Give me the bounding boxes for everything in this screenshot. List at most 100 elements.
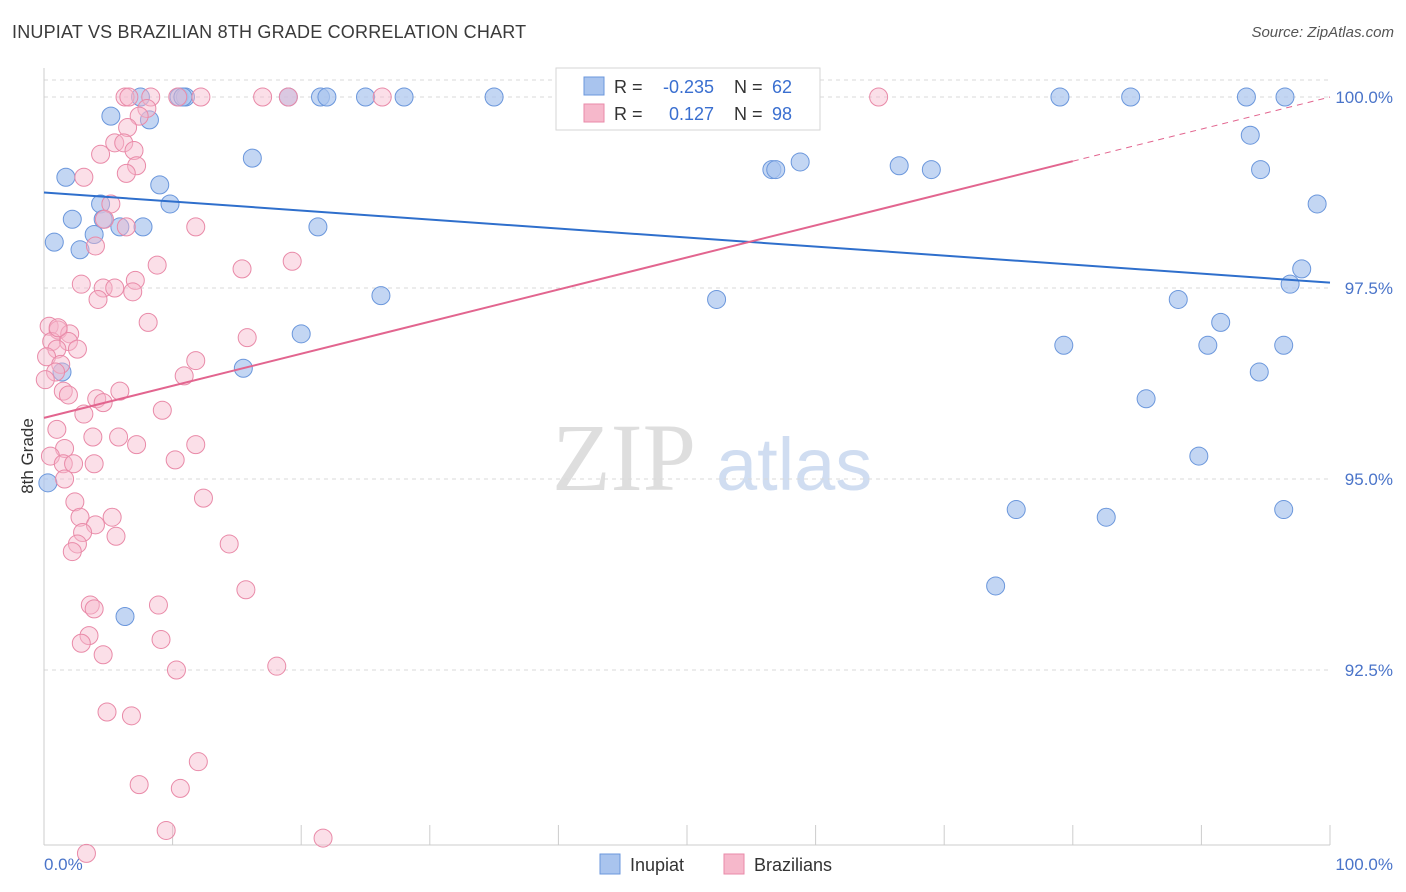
inupiat-point-52 <box>1136 389 1156 409</box>
inupiat-point-13 <box>1121 87 1141 107</box>
brazilians-point-41 <box>237 328 257 348</box>
brazilians-trend-line-extension <box>1072 96 1331 162</box>
brazilians-point-29 <box>93 278 113 298</box>
inupiat-point-38 <box>1307 194 1327 214</box>
inupiat-point-20 <box>150 175 170 195</box>
brazilians-point-73 <box>106 526 126 546</box>
y-tick-label-2: 95.0% <box>1345 470 1393 489</box>
brazilians-point-18 <box>74 167 94 187</box>
legend-r-label-inupiat: R = <box>614 77 643 97</box>
x-tick-label-1: 100.0% <box>1335 855 1393 874</box>
brazilians-point-92 <box>156 820 176 840</box>
inupiat-point-54 <box>38 473 58 493</box>
brazilians-point-31 <box>123 282 143 302</box>
watermark-atlas: atlas <box>716 423 872 506</box>
inupiat-point-40 <box>1280 274 1300 294</box>
inupiat-point-0 <box>130 87 150 107</box>
inupiat-point-8 <box>394 87 414 107</box>
inupiat-point-6 <box>317 87 337 107</box>
brazilians-point-6 <box>278 87 298 107</box>
brazilians-point-16 <box>127 156 147 176</box>
brazilians-point-82 <box>151 629 171 649</box>
x-ticks: 0.0% 100.0% <box>43 825 1393 874</box>
brazilians-point-10 <box>129 106 149 126</box>
brazilians-point-30 <box>105 278 125 298</box>
brazilians-point-67 <box>193 488 213 508</box>
inupiat-point-47 <box>1198 335 1218 355</box>
inupiat-point-34 <box>889 156 909 176</box>
inupiat-point-15 <box>1275 87 1295 107</box>
bottom-legend-swatch-inupiat <box>599 853 621 875</box>
inupiat-point-25 <box>110 217 130 237</box>
brazilians-point-69 <box>70 507 90 527</box>
legend-swatch-inupiat <box>583 76 605 96</box>
brazilians-point-27 <box>125 270 145 290</box>
inupiat-point-46 <box>1054 335 1074 355</box>
y-tick-label-0: 100.0% <box>1335 88 1393 107</box>
brazilians-point-28 <box>71 274 91 294</box>
inupiat-point-57 <box>1274 500 1294 520</box>
legend-r-value-brazilians: 0.127 <box>669 104 714 124</box>
brazilians-point-72 <box>73 522 93 542</box>
brazilians-point-94 <box>76 843 96 863</box>
brazilians-point-13 <box>114 133 134 153</box>
legend-r-value-inupiat: -0.235 <box>663 77 714 97</box>
brazilians-point-53 <box>152 400 172 420</box>
brazilians-point-64 <box>84 454 104 474</box>
y-tick-label-1: 97.5% <box>1345 279 1393 298</box>
trend-lines <box>43 96 1331 419</box>
brazilians-point-70 <box>102 507 122 527</box>
inupiat-point-18 <box>242 148 262 168</box>
brazilians-point-84 <box>93 645 113 665</box>
bottom-legend-swatch-brazilians <box>723 853 745 875</box>
brazilians-point-87 <box>97 702 117 722</box>
inupiat-point-56 <box>1096 507 1116 527</box>
brazilians-point-25 <box>147 255 167 275</box>
inupiat-point-53 <box>1189 446 1209 466</box>
inupiat-point-30 <box>308 217 328 237</box>
brazilians-point-36 <box>60 324 80 344</box>
brazilians-point-26 <box>232 259 252 279</box>
brazilians-point-14 <box>124 140 144 160</box>
brazilians-point-48 <box>53 381 73 401</box>
brazilians-point-40 <box>67 339 87 359</box>
inupiat-point-59 <box>115 607 135 627</box>
brazilians-point-55 <box>47 419 67 439</box>
brazilians-point-95 <box>48 318 68 338</box>
inupiat-point-39 <box>1292 259 1312 279</box>
brazilians-point-89 <box>188 752 208 772</box>
brazilians-point-66 <box>55 469 75 489</box>
brazilians-point-21 <box>186 217 206 237</box>
inupiat-point-58 <box>986 576 1006 596</box>
brazilians-point-81 <box>79 626 99 646</box>
brazilians-point-80 <box>84 599 104 619</box>
brazilians-point-45 <box>46 362 66 382</box>
inupiat-point-43 <box>1168 289 1188 309</box>
brazilians-point-46 <box>35 370 55 390</box>
inupiat-point-26 <box>133 217 153 237</box>
inupiat-point-33 <box>790 152 810 172</box>
brazilians-point-68 <box>65 492 85 512</box>
brazilians-point-1 <box>119 87 139 107</box>
brazilians-point-4 <box>191 87 211 107</box>
brazilians-point-33 <box>138 312 158 332</box>
brazilians-point-50 <box>58 385 78 405</box>
x-tick-label-0: 0.0% <box>44 855 83 874</box>
brazilians-point-76 <box>219 534 239 554</box>
inupiat-point-14 <box>1236 87 1256 107</box>
bottom-legend-label-brazilians: Brazilians <box>754 855 832 875</box>
y-tick-label-3: 92.5% <box>1345 661 1393 680</box>
legend-n-value-inupiat: 62 <box>772 77 792 97</box>
brazilians-point-88 <box>121 706 141 726</box>
brazilians-point-23 <box>85 236 105 256</box>
brazilians-point-83 <box>71 633 91 653</box>
legend-swatch-brazilians <box>583 103 605 123</box>
inupiat-point-45 <box>291 324 311 344</box>
brazilians-point-85 <box>166 660 186 680</box>
brazilians-point-75 <box>62 542 82 562</box>
brazilians-point-8 <box>869 87 889 107</box>
brazilians-point-62 <box>53 454 73 474</box>
brazilians-point-7 <box>372 87 392 107</box>
brazilians-point-56 <box>83 427 103 447</box>
